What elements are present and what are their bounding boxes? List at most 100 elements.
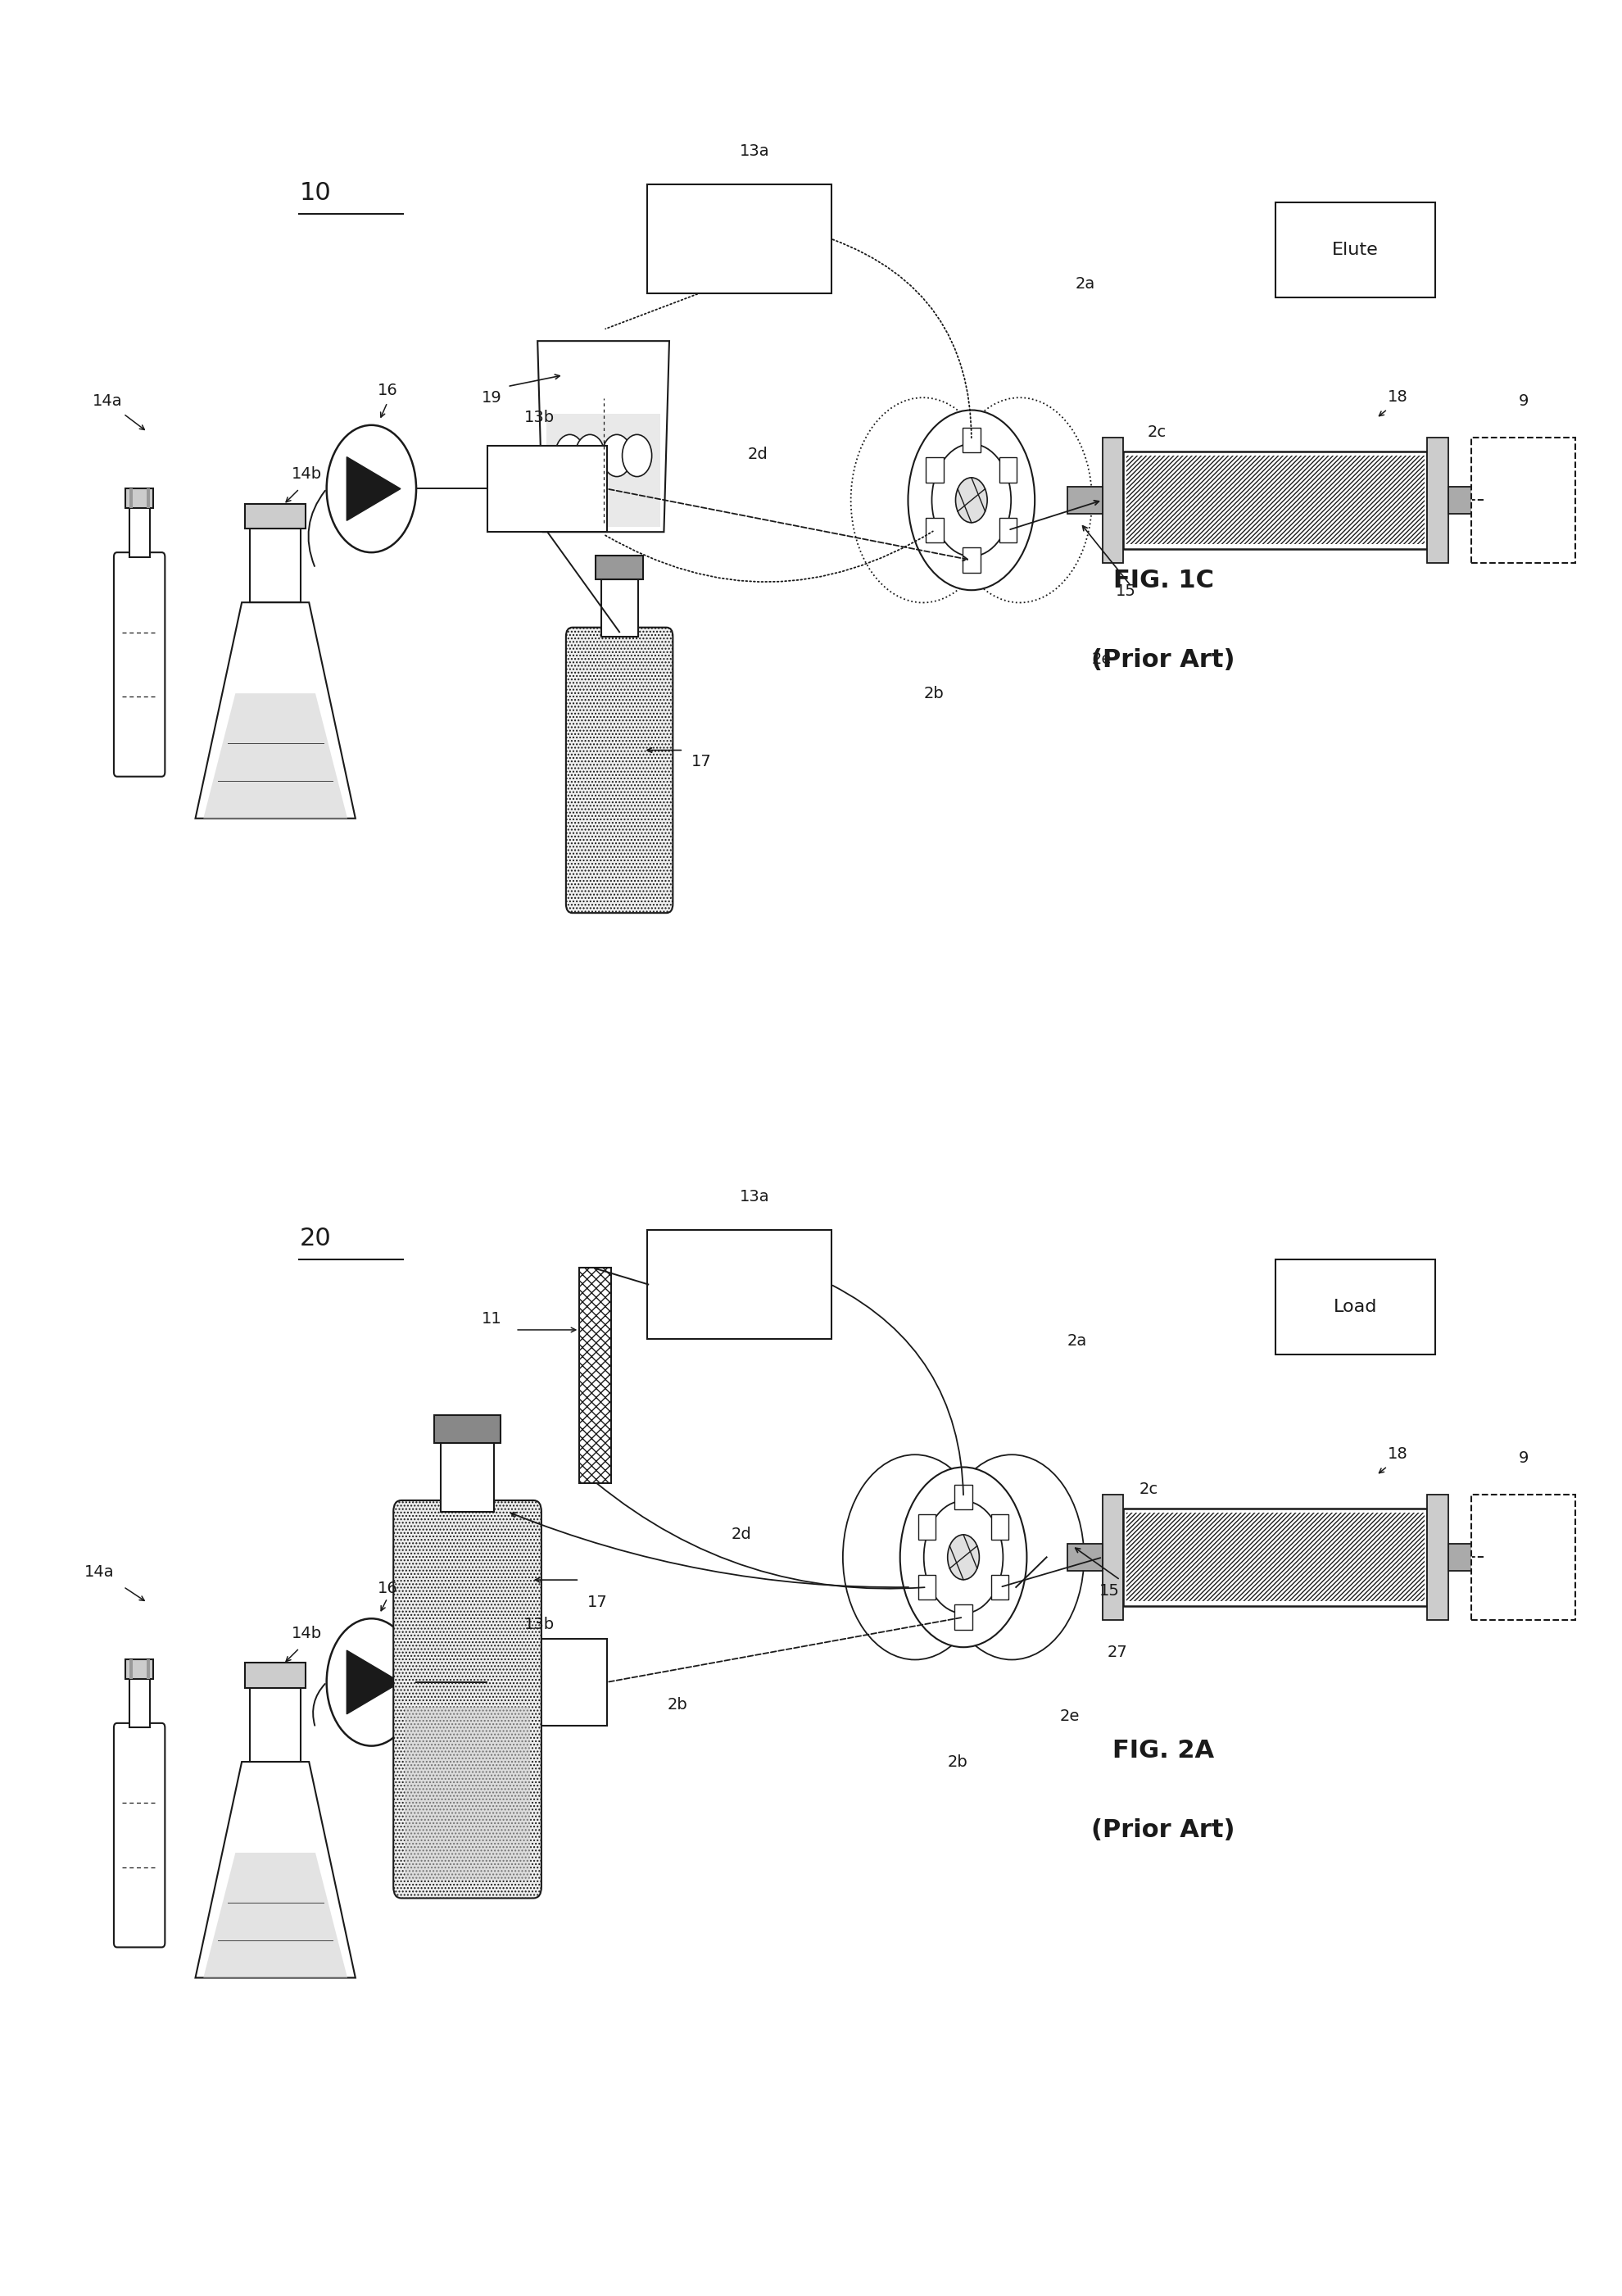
Circle shape [908, 411, 1035, 590]
Bar [926, 517, 942, 542]
Circle shape [602, 434, 631, 478]
Circle shape [621, 434, 652, 478]
Text: 10: 10 [298, 181, 331, 204]
Bar [918, 1575, 936, 1600]
Text: 2b: 2b [923, 687, 944, 700]
Bar [245, 503, 305, 528]
Bar [1275, 202, 1435, 298]
Bar [487, 445, 607, 533]
Bar [1471, 1495, 1575, 1619]
FancyBboxPatch shape [404, 1706, 530, 1880]
FancyBboxPatch shape [114, 553, 165, 776]
Text: 18: 18 [1387, 388, 1406, 404]
Text: 19: 19 [482, 390, 501, 406]
Text: Elute: Elute [1332, 241, 1379, 257]
Polygon shape [195, 1761, 355, 1977]
Text: 17: 17 [587, 1596, 607, 1609]
Text: 13a: 13a [740, 1189, 769, 1205]
Text: 14a: 14a [92, 393, 122, 409]
Text: 15: 15 [1098, 1584, 1119, 1598]
Text: 2a: 2a [1075, 276, 1095, 292]
Polygon shape [203, 693, 347, 817]
Text: 2e: 2e [1092, 652, 1111, 668]
Bar [1101, 1495, 1122, 1619]
Text: 2e: 2e [1059, 1708, 1079, 1724]
Circle shape [947, 1534, 978, 1580]
Bar [250, 528, 300, 602]
Bar [579, 1267, 611, 1483]
Bar [1471, 439, 1575, 563]
Bar [487, 1639, 607, 1724]
Text: 14b: 14b [292, 1626, 321, 1642]
Bar [954, 1486, 972, 1511]
Polygon shape [203, 1853, 347, 1977]
Text: 2d: 2d [732, 1527, 751, 1543]
Bar [991, 1575, 1009, 1600]
Bar [962, 427, 980, 452]
Text: Load: Load [1333, 1300, 1377, 1316]
Circle shape [555, 434, 584, 478]
Bar [1447, 1543, 1483, 1570]
Text: 17: 17 [691, 753, 712, 769]
Circle shape [931, 443, 1011, 556]
Bar [926, 457, 942, 482]
Bar [1067, 487, 1101, 514]
Bar [991, 1515, 1009, 1541]
Bar [146, 489, 149, 507]
Bar [1427, 439, 1447, 563]
Text: 18: 18 [1387, 1446, 1406, 1463]
Bar [435, 1414, 500, 1442]
Text: 20: 20 [298, 1226, 331, 1251]
Circle shape [574, 434, 605, 478]
Text: 2b: 2b [667, 1697, 688, 1713]
Text: 9: 9 [1518, 1451, 1528, 1467]
Bar [999, 517, 1017, 542]
Polygon shape [347, 1651, 401, 1715]
Text: (Prior Art): (Prior Art) [1092, 647, 1234, 673]
Bar [1067, 1543, 1101, 1570]
Circle shape [326, 425, 415, 553]
Bar [1101, 439, 1122, 563]
Text: 9: 9 [1518, 393, 1528, 409]
Polygon shape [347, 457, 401, 521]
Circle shape [955, 478, 986, 523]
Text: 16: 16 [376, 381, 397, 397]
Bar [595, 556, 642, 579]
Bar [130, 1660, 133, 1678]
Text: (Prior Art): (Prior Art) [1092, 1818, 1234, 1841]
Bar [441, 1442, 493, 1511]
Bar [647, 1231, 830, 1339]
Bar [600, 579, 637, 636]
Text: 14b: 14b [292, 466, 321, 482]
Bar [1126, 1513, 1424, 1603]
FancyBboxPatch shape [393, 1499, 542, 1899]
Bar [245, 1662, 305, 1688]
Circle shape [900, 1467, 1027, 1646]
FancyBboxPatch shape [114, 1722, 165, 1947]
Bar [954, 1605, 972, 1630]
Text: 2a: 2a [1067, 1334, 1087, 1350]
Bar [918, 1515, 936, 1541]
Bar [962, 549, 980, 572]
Bar [1122, 452, 1427, 549]
Circle shape [326, 1619, 415, 1745]
Bar [1126, 457, 1424, 544]
Circle shape [923, 1502, 1002, 1614]
Text: 14a: 14a [84, 1564, 114, 1580]
Bar [125, 1660, 152, 1678]
Text: 11: 11 [482, 1311, 501, 1327]
Text: 27: 27 [1106, 1644, 1127, 1660]
Bar [1275, 1261, 1435, 1355]
Polygon shape [195, 602, 355, 817]
Bar [146, 1660, 149, 1678]
Polygon shape [547, 413, 660, 528]
Text: 2b: 2b [947, 1754, 967, 1770]
Bar [1122, 1508, 1427, 1607]
Text: 13a: 13a [740, 145, 769, 158]
Text: 2c: 2c [1147, 425, 1166, 441]
Text: 13b: 13b [524, 409, 555, 425]
Bar [647, 184, 830, 294]
Text: 15: 15 [1114, 583, 1135, 599]
Bar [130, 507, 149, 558]
Bar [1427, 1495, 1447, 1619]
